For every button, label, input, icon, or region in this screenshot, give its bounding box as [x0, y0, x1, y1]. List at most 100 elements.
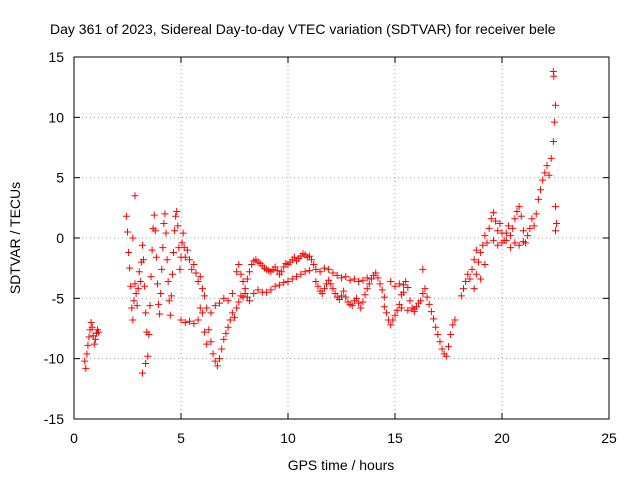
- data-point: [297, 270, 305, 278]
- data-point: [346, 276, 354, 284]
- data-point: [179, 229, 187, 237]
- data-point: [464, 270, 472, 278]
- data-point: [404, 306, 412, 314]
- data-point: [201, 328, 209, 336]
- data-point: [235, 298, 243, 306]
- data-point: [552, 227, 559, 235]
- data-point: [228, 290, 236, 298]
- data-point: [134, 285, 142, 293]
- data-point: [537, 186, 545, 194]
- data-point: [504, 222, 512, 230]
- data-point: [235, 261, 243, 269]
- data-point: [81, 357, 89, 365]
- data-point: [163, 256, 171, 264]
- data-point: [142, 309, 150, 317]
- data-point: [342, 273, 350, 281]
- data-point: [532, 210, 540, 218]
- data-point: [233, 268, 241, 276]
- data-point: [430, 315, 438, 323]
- data-point: [526, 224, 534, 232]
- data-point: [457, 292, 465, 300]
- grid: [74, 57, 609, 419]
- data-point: [534, 195, 542, 203]
- data-point: [84, 341, 92, 349]
- x-tick-label: 15: [387, 430, 403, 446]
- data-point: [188, 265, 196, 273]
- data-point: [517, 212, 525, 220]
- data-point: [211, 302, 219, 310]
- data-point: [135, 268, 143, 276]
- data-point: [316, 268, 324, 276]
- data-point: [425, 300, 433, 308]
- data-point: [502, 229, 510, 237]
- data-point: [519, 227, 527, 235]
- data-point: [445, 343, 452, 351]
- data-point: [494, 241, 502, 249]
- data-point: [231, 314, 238, 322]
- data-point: [325, 265, 333, 273]
- data-point: [271, 263, 279, 271]
- data-point: [239, 277, 247, 285]
- data-point: [129, 234, 137, 242]
- data-point: [140, 256, 148, 264]
- data-point: [159, 244, 167, 252]
- data-point: [515, 241, 523, 249]
- y-tick-label: 5: [56, 170, 64, 186]
- data-point: [161, 210, 169, 218]
- data-point: [393, 306, 401, 314]
- x-tick-label: 20: [494, 430, 510, 446]
- data-point: [201, 292, 209, 300]
- data-point: [82, 364, 90, 372]
- data-point: [196, 304, 204, 312]
- data-point: [333, 271, 341, 279]
- data-point: [254, 286, 262, 294]
- data-point: [410, 308, 418, 316]
- data-point: [470, 256, 478, 264]
- data-point: [162, 229, 170, 237]
- data-point: [148, 246, 156, 254]
- data-point: [178, 239, 186, 247]
- data-point: [543, 162, 551, 170]
- data-point: [519, 238, 527, 246]
- data-point: [477, 275, 485, 283]
- data-point: [331, 290, 339, 298]
- data-point: [186, 317, 194, 325]
- data-point: [95, 328, 103, 336]
- y-axis-label: SDTVAR / TECUs: [7, 182, 23, 294]
- data-point: [511, 239, 519, 247]
- data-point: [436, 338, 444, 346]
- data-point: [400, 281, 408, 289]
- data-point: [156, 310, 164, 318]
- data-point: [181, 253, 189, 261]
- data-point: [376, 280, 384, 288]
- data-point: [466, 275, 474, 283]
- data-point: [320, 264, 328, 272]
- data-point: [170, 248, 178, 256]
- data-point: [145, 331, 153, 339]
- data-point: [222, 329, 230, 337]
- data-point: [477, 248, 485, 256]
- data-point: [220, 294, 228, 302]
- data-point: [314, 282, 322, 290]
- data-point: [329, 269, 337, 277]
- data-point: [152, 253, 160, 261]
- data-point: [203, 304, 211, 312]
- data-point: [263, 288, 271, 296]
- data-point: [552, 203, 559, 211]
- data-point: [434, 331, 442, 339]
- data-point: [142, 359, 150, 367]
- data-point: [359, 298, 367, 306]
- data-point: [492, 217, 500, 225]
- data-point: [391, 311, 399, 319]
- data-point: [136, 277, 144, 285]
- data-point: [138, 369, 146, 377]
- data-point: [472, 246, 480, 254]
- data-point: [348, 302, 356, 310]
- data-point: [250, 290, 258, 298]
- x-tick-label: 5: [177, 430, 185, 446]
- data-point: [243, 275, 251, 283]
- data-point: [88, 323, 96, 331]
- data-point: [284, 277, 292, 285]
- data-point: [150, 211, 158, 219]
- data-point: [87, 318, 95, 326]
